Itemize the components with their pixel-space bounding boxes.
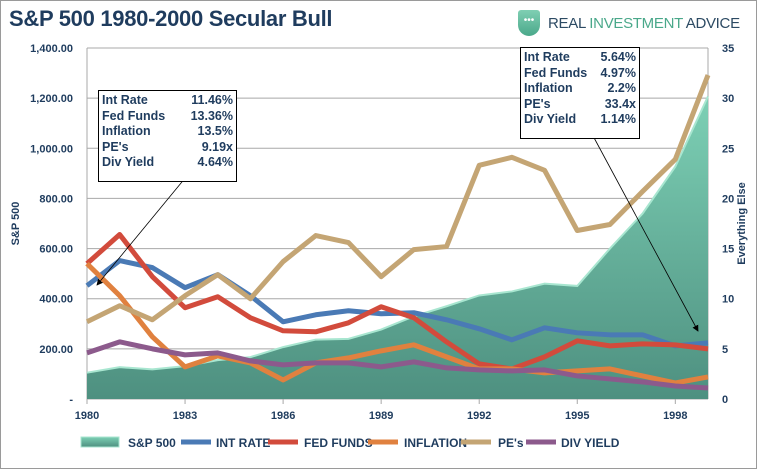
x-tick-label: 1995	[565, 410, 589, 422]
legend-label: S&P 500	[128, 436, 176, 450]
annotation-value: 11.46%	[191, 93, 233, 107]
right-axis-label: Everything Else	[736, 182, 748, 265]
annotation-label: Inflation	[524, 81, 573, 95]
annotation-row: Inflation 13.5%	[102, 124, 233, 140]
annotation-label: PE's	[102, 139, 129, 154]
left-tick-label: 400.00	[39, 294, 73, 306]
left-tick-label: 800.00	[39, 193, 73, 205]
annotation-arrow	[591, 133, 699, 332]
annotation-row: Inflation 2.2%	[524, 81, 636, 97]
logo-text-a: REAL	[548, 14, 590, 32]
x-tick-label: 1986	[271, 410, 295, 422]
annotation-label: Int Rate	[102, 93, 148, 107]
right-tick-label: 5	[722, 344, 728, 356]
annotation-row: Fed Funds 13.36%	[102, 109, 233, 125]
annotation-label: Div Yield	[524, 112, 577, 126]
legend-label: DIV YIELD	[561, 436, 620, 450]
right-tick-label: 30	[722, 93, 734, 105]
left-tick-label: 1,400.00	[30, 43, 73, 55]
series-line-fed-funds	[85, 232, 709, 372]
left-axis-label: S&P 500	[10, 202, 22, 246]
left-tick-label: 1,200.00	[30, 93, 73, 105]
series-line-div-yield	[86, 339, 709, 391]
annotation-row: PE's 9.19x	[102, 140, 233, 156]
series-area-s-p-500	[87, 96, 708, 400]
annotation-row: Div Yield 4.64%	[102, 155, 233, 171]
series-line-inflation	[85, 261, 709, 386]
annotation-row: PE's 33.4x	[524, 97, 636, 113]
chart-title: S&P 500 1980-2000 Secular Bull	[9, 6, 333, 31]
annotation-label: Fed Funds	[524, 65, 588, 80]
x-tick-label: 1992	[467, 410, 491, 422]
annotation-1980: Int Rate 11.46% Fed Funds 13.36% Inflation 13…	[98, 90, 237, 182]
annotation-row: Int Rate 11.46%	[102, 93, 233, 109]
annotation-value: 33.4x	[604, 96, 636, 111]
right-tick-label: 0	[722, 394, 728, 406]
x-tick-label: 1989	[369, 410, 393, 422]
annotation-arrow	[96, 176, 187, 286]
right-tick-label: 25	[722, 143, 734, 155]
legend-label: FED FUNDS	[304, 436, 373, 450]
right-tick-label: 15	[722, 244, 734, 256]
legend-label: PE's	[498, 436, 524, 450]
shield-logo-icon: •••	[518, 10, 540, 36]
annotation-value: 13.5%	[197, 124, 233, 138]
legend-label: INFLATION	[404, 436, 467, 450]
legend-swatch-sp500	[80, 436, 120, 448]
logo-text-c: ADVICE	[682, 14, 740, 32]
annotation-value: 2.2%	[607, 81, 637, 95]
left-tick-label: 200.00	[39, 344, 73, 356]
x-tick-label: 1998	[663, 410, 687, 422]
annotation-label: PE's	[524, 96, 551, 111]
annotation-row: Int Rate 5.64%	[524, 50, 636, 66]
left-tick-label: -	[69, 394, 73, 406]
annotation-value: 4.97%	[600, 65, 636, 80]
annotation-label: Int Rate	[524, 50, 570, 64]
annotation-value: 4.64%	[197, 155, 233, 169]
legend-label: INT RATE	[216, 436, 270, 450]
annotation-value: 1.14%	[600, 112, 636, 126]
annotation-1999: Int Rate 5.64% Fed Funds 4.97% Inflation 2.2%…	[520, 47, 640, 139]
annotation-label: Fed Funds	[102, 108, 166, 123]
annotation-row: Fed Funds 4.97%	[524, 66, 636, 82]
annotation-label: Div Yield	[102, 155, 155, 169]
x-tick-label: 1983	[173, 410, 197, 422]
logo: ••• REAL INVESTMENT ADVICE	[518, 10, 740, 36]
right-tick-label: 20	[722, 193, 734, 205]
x-tick-label: 1980	[75, 410, 99, 422]
annotation-row: Div Yield 1.14%	[524, 112, 636, 128]
annotation-value: 9.19x	[201, 139, 233, 154]
left-tick-label: 600.00	[39, 244, 73, 256]
annotation-value: 13.36%	[190, 108, 233, 123]
left-tick-label: 1,000.00	[30, 143, 73, 155]
logo-text-b: INVESTMENT	[589, 14, 683, 32]
annotation-value: 5.64%	[600, 50, 636, 64]
annotation-label: Inflation	[102, 124, 151, 138]
right-tick-label: 10	[722, 294, 734, 306]
series-line-pe-s	[85, 74, 711, 325]
right-tick-label: 35	[722, 43, 734, 55]
